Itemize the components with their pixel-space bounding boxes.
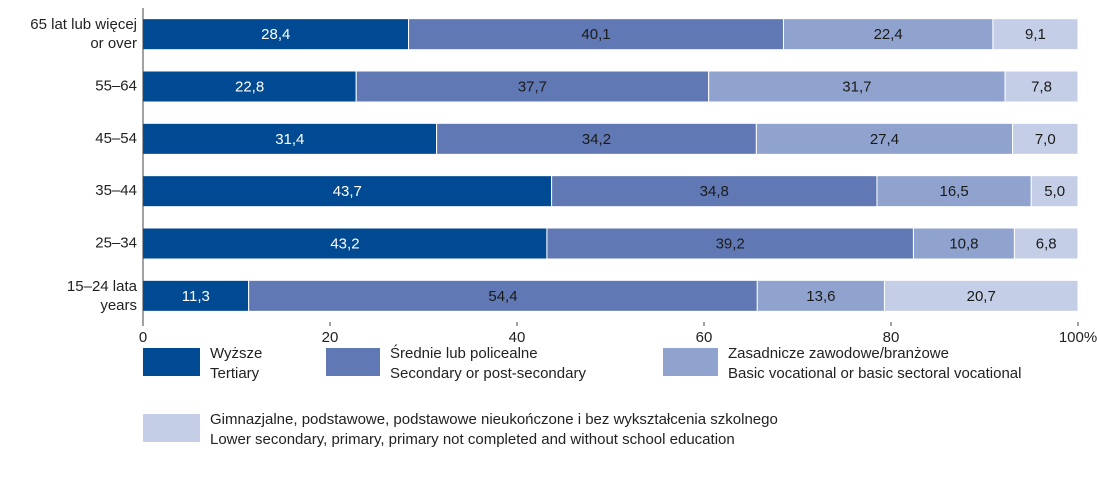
value-label: 7,8: [1031, 78, 1052, 95]
value-label: 31,7: [842, 78, 871, 95]
value-label: 9,1: [1025, 26, 1046, 43]
bar-segment: [992, 18, 1079, 51]
y-tick-label: 55–64: [95, 77, 137, 94]
value-label: 7,0: [1035, 131, 1056, 148]
x-tick-label: 40: [509, 329, 526, 346]
value-label: 34,8: [700, 183, 729, 200]
bar-segment: [708, 70, 1006, 103]
legend-label: Średnie lub policealne: [390, 344, 538, 362]
y-tick-label: 65 lat lub więcej: [30, 16, 137, 33]
value-label: 40,1: [581, 26, 610, 43]
bar-segment: [912, 227, 1015, 260]
value-label: 28,4: [261, 26, 290, 43]
x-tick-label: 100%: [1059, 329, 1097, 346]
value-label: 37,7: [518, 78, 547, 95]
value-label: 22,4: [874, 26, 903, 43]
bar-segment: [248, 279, 758, 312]
legend-label: Zasadnicze zawodowe/branżowe: [728, 345, 949, 362]
value-label: 16,5: [940, 183, 969, 200]
bar-segment: [546, 227, 914, 260]
bar-segment: [551, 175, 878, 208]
value-label: 43,2: [330, 235, 359, 252]
legend-swatch: [143, 414, 200, 442]
y-tick-label: 45–54: [95, 130, 137, 147]
bar-segment: [142, 279, 250, 312]
bar-segment: [1004, 70, 1079, 103]
value-label: 54,4: [488, 288, 517, 305]
bar-segment: [355, 70, 710, 103]
legend-label: Wyższe: [210, 345, 262, 362]
bar-segment: [1012, 122, 1079, 155]
legend-label: Lower secondary, primary, primary not co…: [210, 431, 735, 448]
legend-swatch: [663, 348, 718, 376]
x-tick-label: 20: [322, 329, 339, 346]
bar-segment: [142, 175, 553, 208]
bar-segment: [436, 122, 757, 155]
value-label: 22,8: [235, 78, 264, 95]
legend-swatch: [143, 348, 200, 376]
bar-segment: [1030, 175, 1079, 208]
value-label: 13,6: [806, 288, 835, 305]
y-tick-label: years: [100, 297, 137, 314]
value-label: 5,0: [1044, 183, 1065, 200]
y-tick-label: 15–24 lata: [67, 278, 138, 295]
y-tick-label: 35–44: [95, 182, 137, 199]
legend-label: Secondary or post-secondary: [390, 365, 586, 382]
bar-segment: [142, 70, 357, 103]
bar-segment: [142, 18, 410, 51]
legend-label: Gimnazjalne, podstawowe, podstawowe nieu…: [210, 411, 778, 428]
x-tick-label: 80: [883, 329, 900, 346]
legend-label: Tertiary: [210, 365, 260, 382]
value-label: 11,3: [182, 288, 210, 305]
x-tick-label: 60: [696, 329, 713, 346]
value-label: 31,4: [275, 131, 304, 148]
bar-segment: [782, 18, 994, 51]
legend-label: Basic vocational or basic sectoral vocat…: [728, 365, 1021, 382]
x-tick-label: 0: [139, 329, 147, 346]
value-label: 20,7: [967, 288, 996, 305]
legend-swatch: [326, 348, 380, 376]
y-tick-label: or over: [90, 35, 137, 52]
y-tick-label: 25–34: [95, 234, 137, 251]
value-label: 6,8: [1036, 235, 1057, 252]
value-label: 34,2: [582, 131, 611, 148]
bar-segment: [1013, 227, 1079, 260]
value-label: 43,7: [333, 183, 362, 200]
bar-segment: [756, 279, 885, 312]
value-label: 10,8: [949, 235, 978, 252]
bar-segment: [883, 279, 1079, 312]
bar-segment: [408, 18, 784, 51]
value-label: 27,4: [870, 131, 899, 148]
value-label: 39,2: [716, 235, 745, 252]
